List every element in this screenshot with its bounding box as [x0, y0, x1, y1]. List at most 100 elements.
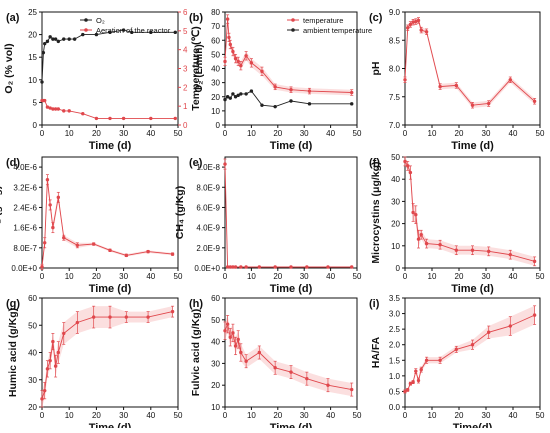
- x-tick-label: 30: [482, 129, 491, 138]
- y-tick-label: 4.0E-6: [13, 163, 37, 172]
- x-tick-label: 0: [40, 129, 45, 138]
- data-point: [45, 178, 50, 182]
- y-tick-label: 3.2E-6: [13, 183, 37, 192]
- data-point: [532, 259, 537, 264]
- series-line: [224, 164, 352, 268]
- data-point: [233, 344, 238, 348]
- x-tick-label: 40: [509, 272, 518, 281]
- data-point: [108, 248, 112, 253]
- y-tick-label: 8.0: [389, 65, 401, 74]
- y-axis-label: O₂ (% vol): [3, 43, 15, 93]
- data-point: [326, 265, 330, 269]
- data-point: [149, 116, 153, 121]
- data-point: [454, 248, 458, 252]
- data-point: [223, 59, 227, 64]
- x-tick-label: 10: [247, 272, 256, 281]
- data-point: [273, 104, 277, 109]
- data-point: [307, 102, 312, 106]
- data-point: [454, 83, 458, 88]
- panel-label: (f): [369, 157, 380, 169]
- panel-label: (c): [369, 12, 383, 24]
- y-tick-label: 10: [211, 403, 220, 412]
- data-point: [48, 106, 52, 110]
- data-point: [289, 370, 293, 374]
- data-point: [43, 241, 47, 245]
- y-right-tick-label: 0: [183, 121, 188, 130]
- x-tick-label: 10: [65, 272, 74, 281]
- data-point: [45, 367, 50, 371]
- data-point: [228, 96, 232, 100]
- x-tick-label: 30: [300, 411, 309, 420]
- x-tick-label: 20: [92, 129, 101, 138]
- data-point: [233, 265, 238, 269]
- data-point: [508, 78, 512, 82]
- x-tick-label: 10: [65, 129, 74, 138]
- x-tick-label: 20: [455, 129, 464, 138]
- x-tick-label: 40: [146, 411, 155, 420]
- data-point: [43, 98, 47, 103]
- data-point: [228, 265, 232, 269]
- data-point: [40, 80, 44, 84]
- plot-frame: [404, 156, 541, 269]
- y-tick-label: 0: [396, 264, 401, 273]
- data-point: [408, 170, 413, 175]
- data-point: [236, 93, 240, 98]
- data-point: [108, 315, 112, 319]
- data-point: [56, 107, 61, 111]
- data-point: [257, 265, 262, 269]
- panel-g: (g) 0 10 20 30 40 50 20 30 40 50 60 Time (d) Humic ac…: [6, 294, 183, 433]
- x-tick-label: 0: [223, 272, 228, 281]
- panel-d: (d) 0 10 20 30 40 50 0.0E+0 8.0E-7 1.6E-6 2.4E-6 3.…: [0, 156, 183, 295]
- data-point: [470, 248, 475, 252]
- data-point: [239, 92, 243, 96]
- data-point: [225, 322, 230, 326]
- y-tick-label: 1.6E-6: [13, 224, 37, 233]
- error-band: [405, 157, 535, 266]
- y-tick-label: 2.0: [389, 341, 401, 350]
- data-point: [51, 225, 55, 230]
- data-point: [225, 95, 230, 99]
- data-point: [228, 42, 232, 47]
- x-tick-label: 10: [428, 411, 437, 420]
- data-point: [56, 195, 61, 200]
- panel-label: (a): [6, 12, 20, 24]
- y-tick-label: 30: [28, 376, 37, 385]
- legend-marker: [84, 28, 88, 32]
- data-point: [350, 387, 354, 392]
- y-tick-label: 30: [211, 359, 220, 368]
- data-point: [438, 84, 442, 89]
- data-point: [231, 265, 235, 269]
- x-tick-label: 20: [273, 411, 282, 420]
- panel-label: (b): [189, 12, 203, 24]
- legend-label: ambient temperature: [303, 26, 372, 35]
- y-axis-label: CO₂ (g/Kg): [0, 186, 3, 240]
- x-tick-label: 40: [326, 129, 335, 138]
- y-tick-label: 0.0: [389, 403, 401, 412]
- data-point: [470, 103, 475, 107]
- y-tick-label: 30: [391, 197, 400, 206]
- x-tick-label: 20: [455, 411, 464, 420]
- y-tick-label: 3.5: [389, 294, 401, 303]
- x-tick-label: 40: [146, 272, 155, 281]
- data-point: [289, 87, 293, 92]
- data-point: [424, 358, 429, 362]
- data-point: [454, 347, 458, 352]
- data-point: [124, 315, 129, 319]
- y-right-tick-label: 1: [183, 102, 188, 111]
- series-aeration-of-the-reactor: [40, 98, 177, 121]
- y-tick-label: 80: [211, 8, 220, 17]
- y-tick-label: 2.4E-6: [13, 203, 37, 212]
- data-point: [56, 39, 61, 44]
- x-tick-label: 0: [40, 272, 45, 281]
- data-point: [244, 92, 248, 96]
- data-point: [53, 364, 58, 368]
- data-point: [508, 324, 512, 328]
- data-point: [51, 37, 55, 41]
- data-point: [470, 343, 475, 347]
- data-point: [67, 37, 71, 41]
- data-point: [91, 315, 96, 319]
- y-tick-label: 20: [211, 93, 220, 102]
- x-tick-label: 20: [92, 411, 101, 420]
- y-tick-label: 40: [211, 338, 220, 347]
- data-point: [43, 388, 47, 393]
